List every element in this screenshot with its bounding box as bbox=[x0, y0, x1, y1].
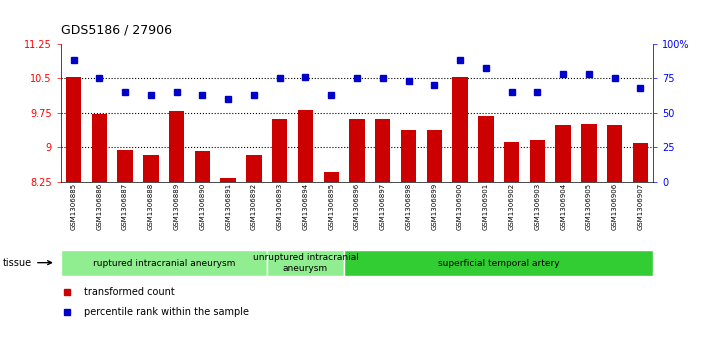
Bar bbox=[344, 250, 653, 276]
Bar bbox=[581, 124, 597, 182]
Bar bbox=[298, 110, 313, 182]
Bar bbox=[401, 130, 416, 182]
Bar bbox=[453, 77, 468, 182]
Text: superficial temporal artery: superficial temporal artery bbox=[438, 259, 560, 268]
Bar bbox=[169, 111, 184, 182]
Bar bbox=[61, 250, 267, 276]
Bar bbox=[272, 119, 288, 182]
Bar bbox=[530, 140, 545, 182]
Bar bbox=[555, 125, 571, 182]
Text: percentile rank within the sample: percentile rank within the sample bbox=[84, 307, 249, 317]
Text: tissue: tissue bbox=[3, 258, 51, 268]
Bar bbox=[221, 178, 236, 182]
Bar bbox=[375, 119, 391, 182]
Bar bbox=[66, 77, 81, 182]
Bar bbox=[607, 125, 623, 182]
Text: GDS5186 / 27906: GDS5186 / 27906 bbox=[61, 23, 171, 36]
Bar bbox=[117, 150, 133, 182]
Bar bbox=[504, 142, 519, 182]
Text: unruptured intracranial
aneurysm: unruptured intracranial aneurysm bbox=[253, 253, 358, 273]
Bar bbox=[426, 130, 442, 182]
Bar bbox=[91, 114, 107, 182]
Bar bbox=[323, 172, 339, 182]
Text: ruptured intracranial aneurysm: ruptured intracranial aneurysm bbox=[93, 259, 235, 268]
Bar bbox=[349, 119, 365, 182]
Bar bbox=[143, 155, 159, 182]
Bar bbox=[478, 116, 493, 182]
Bar bbox=[267, 250, 344, 276]
Text: transformed count: transformed count bbox=[84, 287, 175, 297]
Bar bbox=[195, 151, 210, 182]
Bar bbox=[246, 155, 261, 182]
Bar bbox=[633, 143, 648, 182]
